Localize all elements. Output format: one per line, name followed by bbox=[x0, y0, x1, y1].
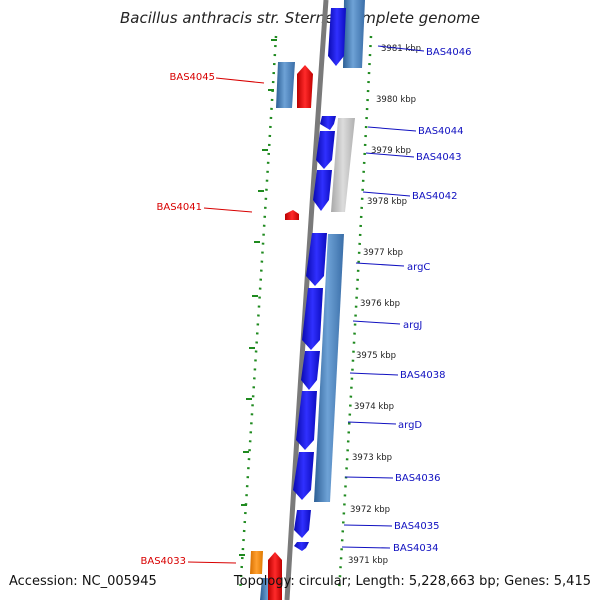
gene-label[interactable]: BAS4042 bbox=[412, 191, 458, 202]
gc-track bbox=[260, 0, 365, 600]
tick-labels: 3981 kbp 3980 kbp 3979 kbp 3978 kbp 3977… bbox=[348, 44, 421, 566]
gene-label[interactable]: BAS4045 bbox=[170, 72, 216, 83]
gene-label[interactable]: argJ bbox=[403, 320, 422, 331]
tick-label: 3973 kbp bbox=[352, 453, 392, 463]
tick-label: 3978 kbp bbox=[367, 197, 407, 207]
map-title: Bacillus anthracis str. Sterne, complete… bbox=[120, 9, 480, 27]
gene-bas4043 bbox=[316, 131, 335, 169]
gene-bas4033 bbox=[268, 552, 282, 600]
gene-label[interactable]: BAS4036 bbox=[395, 473, 441, 484]
gene-label[interactable]: BAS4038 bbox=[400, 370, 446, 381]
gene-bas4038 bbox=[301, 351, 320, 390]
gene-bas4042 bbox=[313, 170, 332, 211]
gene-bas4035 bbox=[294, 510, 311, 538]
tick-label: 3980 kbp bbox=[376, 95, 416, 105]
genome-backbone bbox=[284, 0, 329, 600]
inner-dashes bbox=[239, 39, 277, 556]
left-gene-labels: BAS4045 BAS4041 BAS4033 bbox=[141, 72, 216, 567]
topology-text: Topology: circular; Length: 5,228,663 bp… bbox=[233, 574, 591, 589]
tick-label: 3977 kbp bbox=[363, 248, 403, 258]
left-leaders bbox=[187, 77, 265, 564]
tick-label: 3979 kbp bbox=[371, 146, 411, 156]
tick-label: 3974 kbp bbox=[354, 402, 394, 412]
gene-rna bbox=[250, 551, 263, 574]
tick-label: 3976 kbp bbox=[360, 299, 400, 309]
gene-argd bbox=[296, 391, 317, 450]
gene-label[interactable]: BAS4043 bbox=[416, 152, 462, 163]
right-leaders bbox=[341, 45, 425, 549]
gene-label[interactable]: BAS4034 bbox=[393, 543, 439, 554]
gene-argj bbox=[302, 288, 323, 350]
gene-label[interactable]: BAS4046 bbox=[426, 47, 472, 58]
reverse-genes bbox=[268, 65, 313, 600]
inner-tick-track bbox=[238, 35, 278, 593]
gene-label[interactable]: BAS4041 bbox=[157, 202, 203, 213]
forward-genes bbox=[293, 8, 346, 551]
gene-label[interactable]: BAS4044 bbox=[418, 126, 464, 137]
tick-label: 3975 kbp bbox=[356, 351, 396, 361]
gene-bas4041 bbox=[285, 210, 299, 220]
tick-label: 3972 kbp bbox=[350, 505, 390, 515]
gene-label[interactable]: argC bbox=[407, 262, 430, 273]
gene-label[interactable]: argD bbox=[398, 420, 422, 431]
gene-bas4045 bbox=[297, 65, 313, 108]
gene-bas4044 bbox=[320, 116, 336, 130]
accession-text: Accession: NC_005945 bbox=[9, 574, 157, 589]
gene-argc bbox=[306, 233, 327, 286]
gene-label[interactable]: BAS4033 bbox=[141, 556, 187, 567]
gene-label[interactable]: BAS4035 bbox=[394, 521, 440, 532]
tick-label: 3971 kbp bbox=[348, 556, 388, 566]
gene-bas4036 bbox=[293, 452, 314, 500]
gene-bas4034 bbox=[294, 542, 309, 551]
right-gene-labels: BAS4046 BAS4044 BAS4043 BAS4042 argC arg… bbox=[393, 47, 472, 554]
gene-bas4046 bbox=[328, 8, 346, 66]
